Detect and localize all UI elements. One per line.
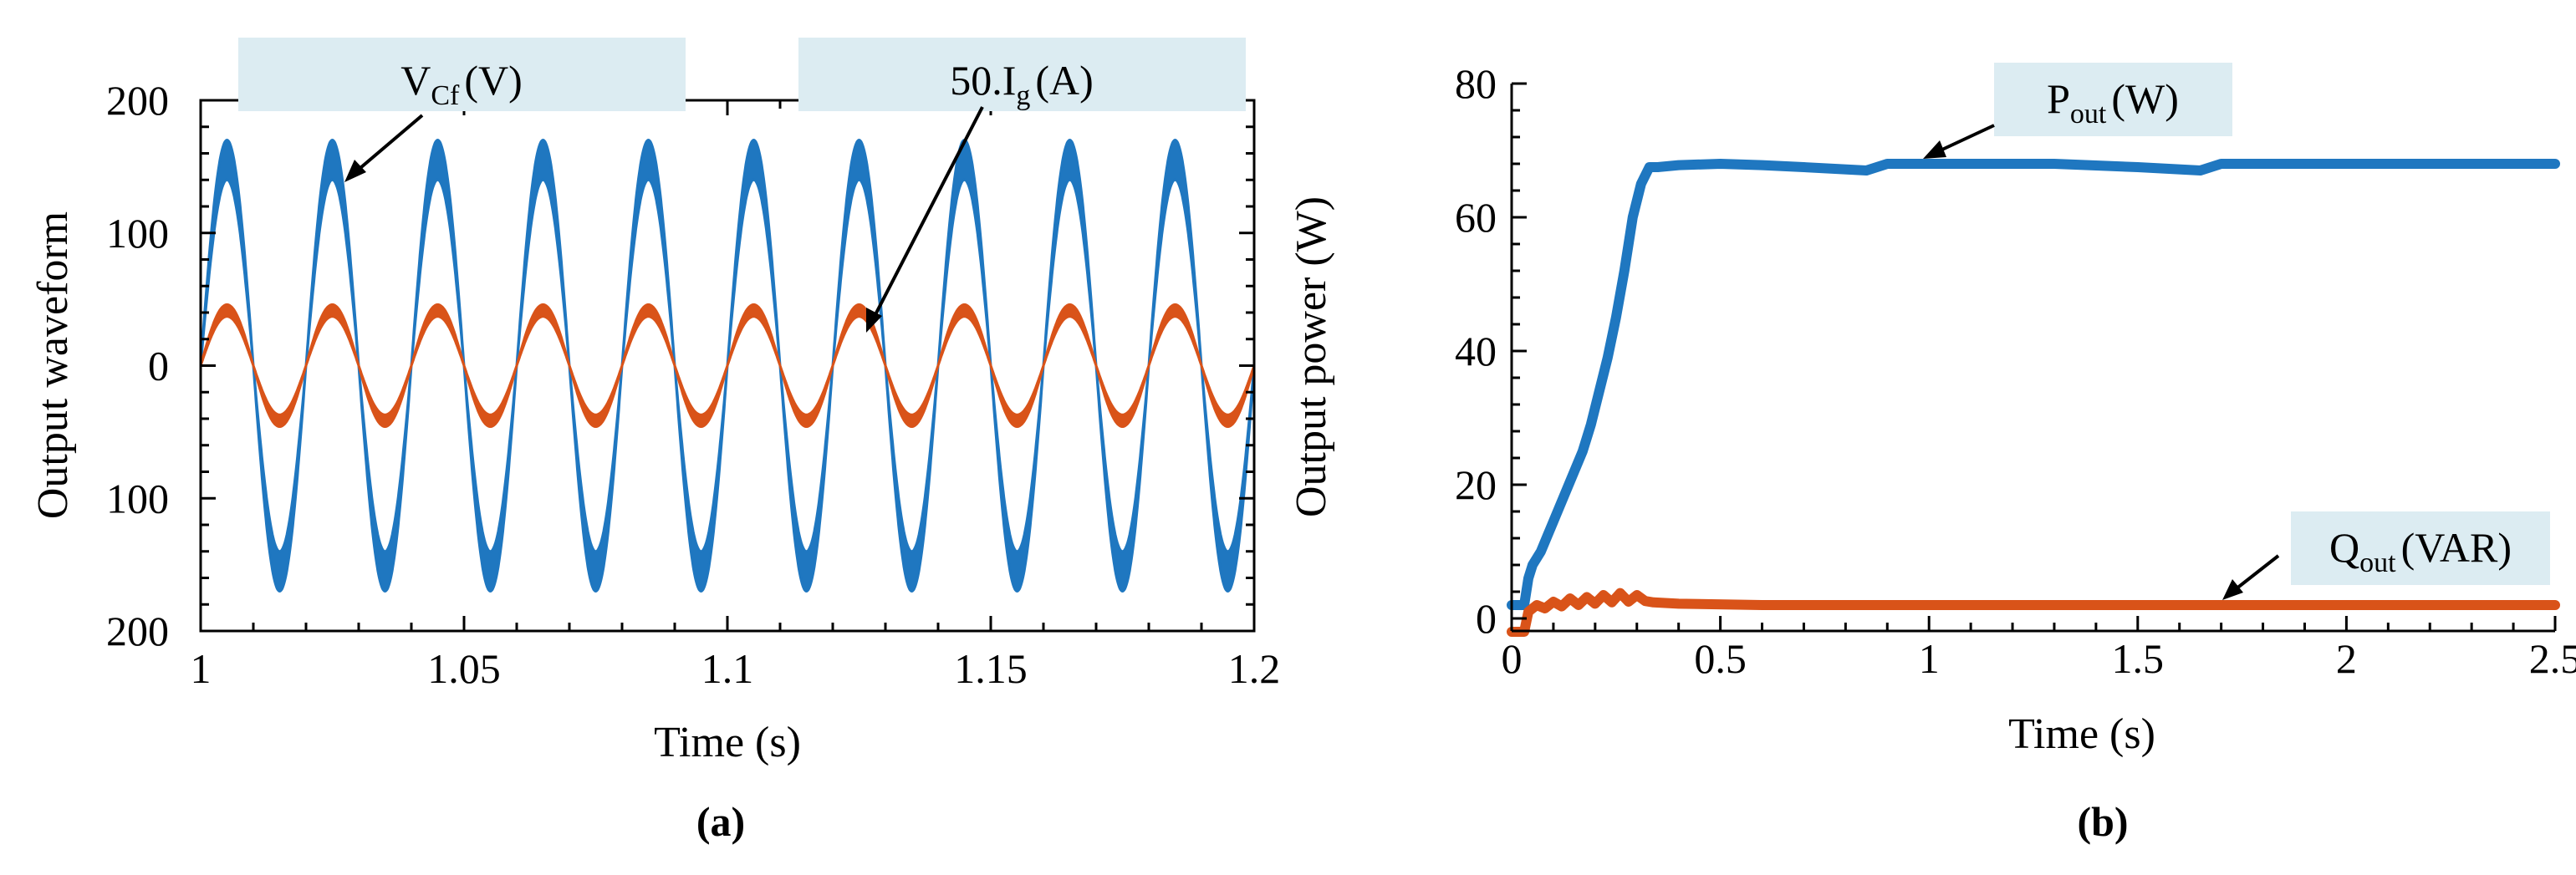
panel-b-y-tick-label: 40 xyxy=(1455,328,1497,374)
panel-b-y-tick-label: 80 xyxy=(1455,60,1497,107)
panel-a-x-tick-label: 1.2 xyxy=(1228,645,1281,692)
ig-arrow-line xyxy=(868,106,984,327)
panel-a-label: (a) xyxy=(696,798,745,845)
panel-b-y-label: Output power (W) xyxy=(1288,196,1335,517)
panel-a-y-tick-label: 200 xyxy=(106,77,169,124)
qout-label: Qout (VAR) xyxy=(2329,524,2512,578)
ig-label-box xyxy=(798,38,1246,111)
vcf-label-box xyxy=(238,38,686,111)
panel-b-label: (b) xyxy=(2077,798,2128,845)
vcf-arrowhead xyxy=(344,160,366,182)
panel-b-y-tick-label: 0 xyxy=(1476,595,1497,642)
panel-a-series xyxy=(199,139,1256,593)
pout-label: Pout (W) xyxy=(2047,75,2179,130)
panel-b-ticks xyxy=(1510,82,2557,631)
panel-b-x-label: Time (s) xyxy=(2008,710,2155,758)
panel-a-x-label: Time (s) xyxy=(654,719,801,766)
panel-b-x-tick-label: 2.5 xyxy=(2529,635,2576,682)
panel-a-series-ig-band xyxy=(199,303,1256,428)
panel-a-y-tick-label: 0 xyxy=(148,343,169,389)
qout-arrowhead xyxy=(2222,579,2243,600)
ig-arrowhead xyxy=(866,308,882,333)
panel-a-x-tick-label: 1 xyxy=(191,645,212,692)
pout-label-box xyxy=(1994,63,2232,136)
panel-a-y-tick-labels: 200 100 0 100 200 xyxy=(106,77,169,654)
panel-b-series-qout-line xyxy=(1507,588,2560,637)
panel-b-x-tick-label: 1 xyxy=(1919,635,1940,682)
panel-b-x-tick-label: 0 xyxy=(1502,635,1523,682)
panel-b-x-tick-label: 0.5 xyxy=(1694,635,1747,682)
panel-b-series-pout-line xyxy=(1507,159,2560,610)
vcf-label: VCf (V) xyxy=(400,57,523,111)
panel-b-x-tick-labels: 0 0.5 1 1.5 2 2.5 xyxy=(1502,635,2576,682)
panel-b-y-tick-label: 20 xyxy=(1455,461,1497,508)
panel-b-x-tick-label: 2 xyxy=(2336,635,2357,682)
panel-a-y-label: Output waveform xyxy=(29,211,77,519)
panel-a-x-tick-label: 1.1 xyxy=(701,645,754,692)
panel-b: 0 0.5 1 1.5 2 2.5 0 20 40 60 80 Pout (W) Qout (VAR)… xyxy=(1288,60,2576,845)
panel-b-series xyxy=(1507,159,2560,637)
panel-a-x-tick-label: 1.15 xyxy=(954,645,1028,692)
vcf-arrow-line xyxy=(348,114,424,179)
panel-a-y-tick-label: 100 xyxy=(106,210,169,257)
panel-a-y-tick-label: 100 xyxy=(106,475,169,521)
pout-arrowhead xyxy=(1923,140,1946,159)
panel-a-y-tick-label: 200 xyxy=(106,608,169,654)
panel-a-x-tick-label: 1.05 xyxy=(427,645,501,692)
qout-label-box xyxy=(2291,511,2550,585)
panel-a: 1 1.05 1.1 1.15 1.2 200 100 0 100 200 VCf (V) 50.… xyxy=(29,38,1280,845)
panel-a-x-tick-labels: 1 1.05 1.1 1.15 1.2 xyxy=(191,645,1281,692)
ig-label: 50.Ig (A) xyxy=(950,57,1094,111)
panel-b-x-tick-label: 1.5 xyxy=(2112,635,2165,682)
panel-b-y-tick-label: 60 xyxy=(1455,194,1497,241)
panel-b-y-tick-labels: 0 20 40 60 80 xyxy=(1455,60,1497,642)
